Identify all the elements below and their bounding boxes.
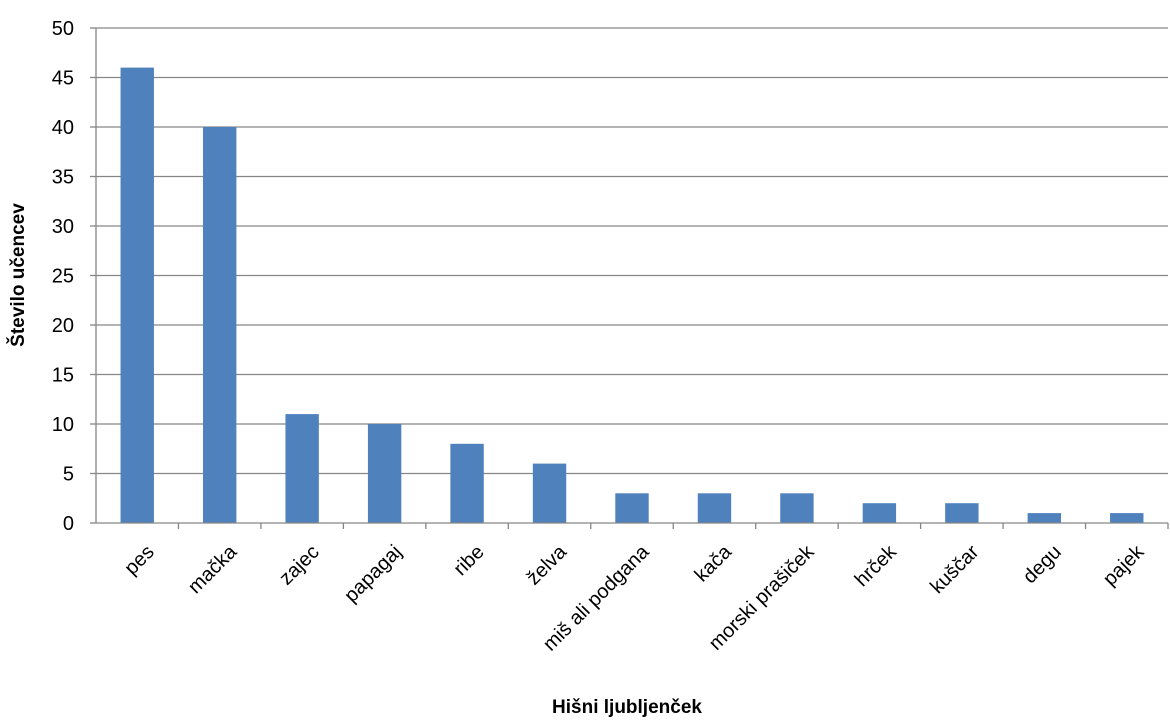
y-tick-label: 5 (63, 464, 74, 486)
bar (285, 414, 319, 523)
bar (367, 424, 402, 523)
bar (202, 127, 237, 523)
x-tick-label: degu (1019, 541, 1066, 588)
x-tick-label: ribe (449, 541, 488, 580)
y-tick-label: 10 (52, 414, 74, 436)
bars (120, 67, 1144, 523)
bar (945, 503, 979, 523)
x-tick-label: zajec (275, 541, 324, 590)
axes (95, 28, 1168, 524)
bar (120, 67, 154, 523)
x-tick-label: kuščar (926, 541, 983, 598)
y-tick-labels: 0 5 10 15 20 25 30 35 40 45 50 (52, 18, 74, 535)
y-tick-label: 45 (52, 68, 74, 90)
bar (450, 443, 484, 523)
y-tick-label: 30 (52, 216, 74, 238)
bar (1027, 513, 1062, 523)
gridlines (90, 27, 1169, 529)
bar (532, 463, 567, 523)
bar (615, 493, 649, 523)
x-tick-label: papagaj (340, 541, 406, 607)
x-tick-label: mačka (184, 540, 242, 598)
y-axis-title: Število učencev (7, 203, 29, 347)
y-tick-label: 0 (63, 513, 74, 535)
x-tick-label: hrček (851, 540, 902, 591)
y-tick-label: 50 (52, 18, 74, 40)
bar (780, 493, 814, 523)
y-tick-label: 40 (52, 117, 74, 139)
bar (697, 493, 732, 523)
x-tick-label: želva (522, 540, 571, 589)
y-tick-label: 15 (52, 365, 74, 387)
y-tick-label: 35 (52, 167, 74, 189)
x-tick-label: pajek (1099, 540, 1149, 590)
bar (1110, 513, 1144, 523)
x-axis-title: Hišni ljubljenček (552, 697, 702, 718)
y-tick-label: 20 (52, 315, 74, 337)
x-tick-label: pes (120, 541, 158, 579)
bar (862, 503, 897, 523)
y-tick-label: 25 (52, 266, 74, 288)
x-tick-label: kača (691, 540, 737, 586)
